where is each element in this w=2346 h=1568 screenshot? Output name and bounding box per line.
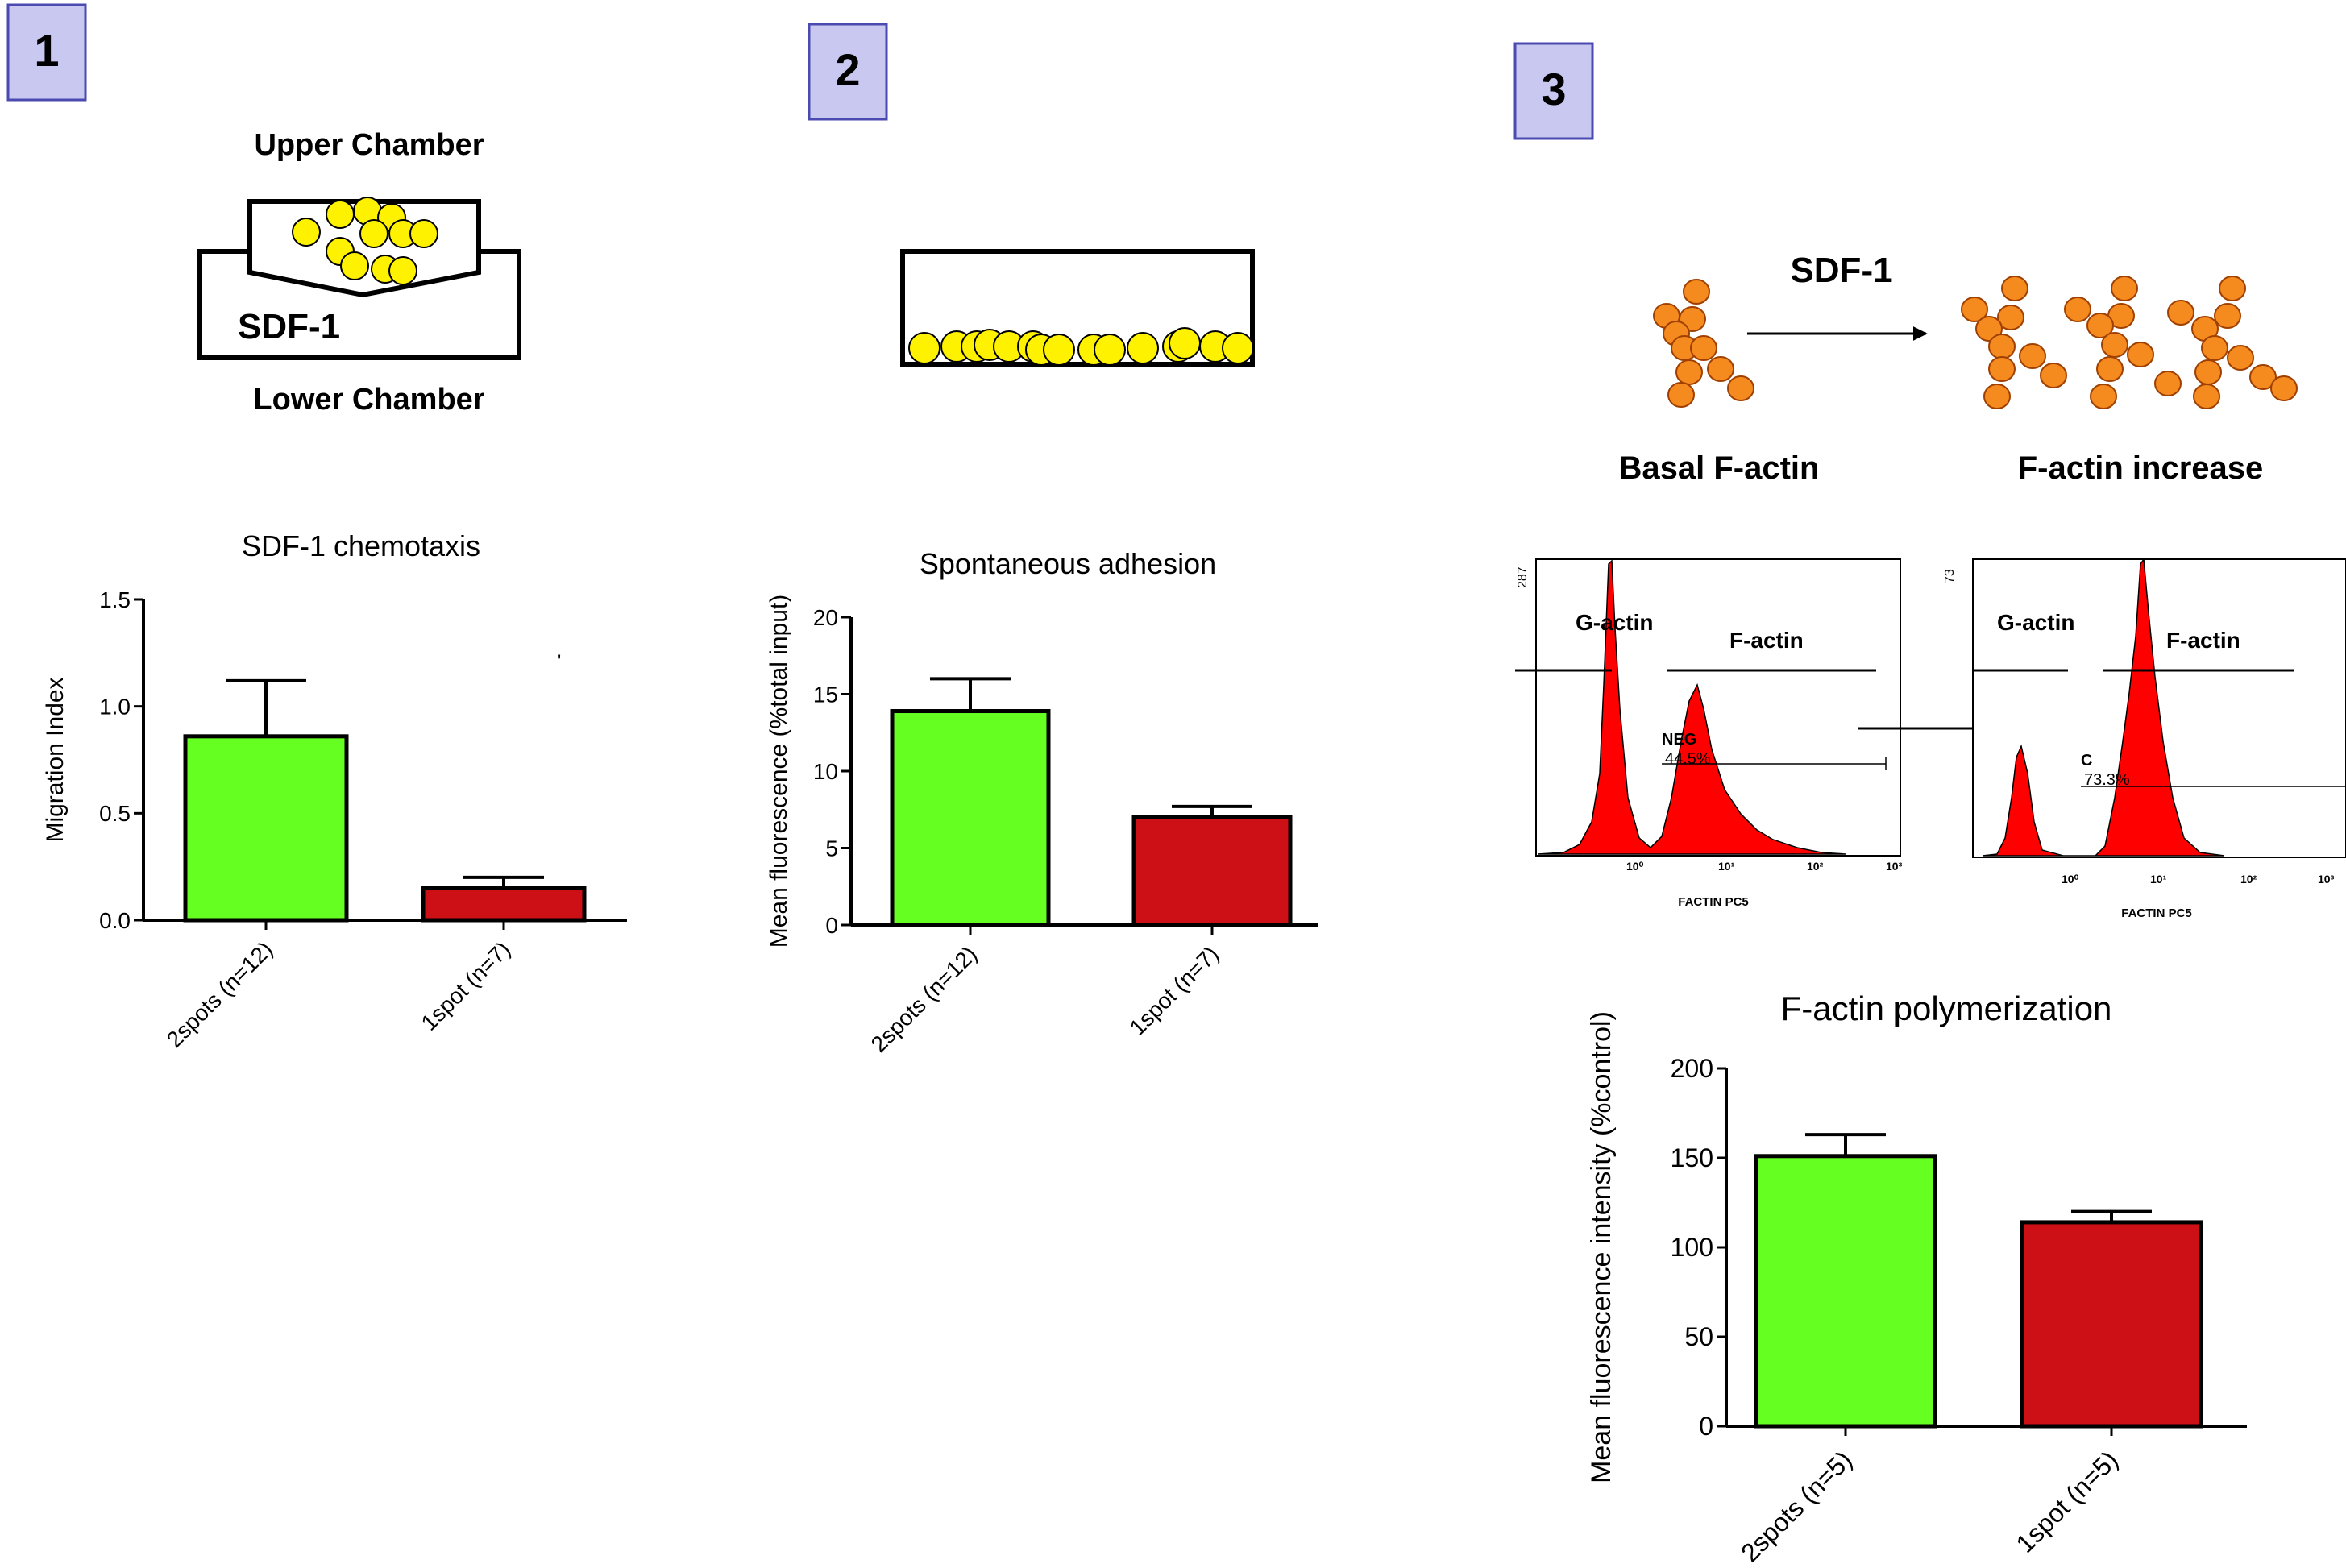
flow-right-marker-percent: 73.3% <box>2084 771 2130 789</box>
transwell-diagram: Upper Chamber SDF-1 Lower Chamber <box>197 128 521 417</box>
panel-badge-2-label: 2 <box>835 44 860 95</box>
flow-left-gate2-label: F-actin <box>1729 628 1804 653</box>
flow-right-marker-name: C <box>2081 752 2092 769</box>
flow-left-tick-1: 10¹ <box>1718 860 1735 873</box>
migrating-cells <box>292 197 438 285</box>
actin-diagram: SDF-1 <box>1619 251 2298 486</box>
flow-left-histogram <box>1537 559 1846 855</box>
y-tick-label: 1.5 <box>99 587 131 612</box>
y-axis-label: Mean fluorescence (%total input) <box>766 595 792 948</box>
flow-right-ticks: 10⁰ 10¹ 10² 10³ <box>2062 873 2335 886</box>
bar <box>421 886 587 923</box>
flow-histogram-left: 287 G-actin F-actin NEG 44.5% 10⁰ 10¹ 10… <box>1515 558 1903 909</box>
y-tick-label: 15 <box>813 682 838 707</box>
chart-title: SDF-1 chemotaxis <box>242 529 480 562</box>
basal-actin-label: Basal F-actin <box>1619 450 1820 486</box>
panel-badge-3: 3 <box>1513 42 1594 140</box>
panel-badge-1: 1 <box>6 3 87 102</box>
y-tick-label: 150 <box>1671 1143 1713 1172</box>
category-label: 1spot (n=7) <box>1125 941 1224 1040</box>
upper-chamber-label: Upper Chamber <box>254 128 484 162</box>
flow-left-tick-0: 10⁰ <box>1626 860 1644 873</box>
y-tick-label: 1.0 <box>99 694 131 719</box>
y-tick-label: 5 <box>825 836 838 861</box>
flow-right-tick-0: 10⁰ <box>2062 873 2079 886</box>
y-tick-label: 50 <box>1684 1322 1713 1351</box>
actin-increase-label: F-actin increase <box>2018 450 2264 486</box>
bar <box>890 709 1051 927</box>
adhesion-chart: Spontaneous adhesion Mean fluorescence (%… <box>766 547 1318 1057</box>
flow-right-gate2-label: F-actin <box>2166 628 2240 653</box>
flow-right-tick-1: 10¹ <box>2150 873 2167 886</box>
flow-histogram-right: 73 G-actin F-actin C 73.3% 10⁰ 10¹ 10² 1… <box>1943 557 2346 920</box>
y-tick-label: 200 <box>1671 1054 1713 1083</box>
y-axis-label: Mean fluorescence intensity (%control) <box>1586 1011 1617 1483</box>
category-label: 1spot (n=7) <box>417 936 516 1035</box>
basal-actin-filament <box>1653 279 1754 408</box>
chamber-chemokine-label: SDF-1 <box>238 307 340 346</box>
flow-left-axis-label: FACTIN PC5 <box>1678 895 1749 909</box>
chart-title: Spontaneous adhesion <box>920 547 1216 580</box>
bar <box>2020 1220 2203 1429</box>
chart-title: F-actin polymerization <box>1781 989 2112 1027</box>
y-tick-label: 20 <box>813 605 838 630</box>
chemotaxis-chart: SDF-1 chemotaxis Migration Index 0.0 0.5 1.0… <box>42 529 627 1052</box>
flow-left-tick-2: 10² <box>1807 860 1824 873</box>
category-label: 2spots (n=5) <box>1735 1445 1858 1567</box>
stray-mark: ' <box>558 651 561 671</box>
flow-left-ticks: 10⁰ 10¹ 10² 10³ <box>1626 860 1903 873</box>
adherent-cells <box>908 327 1254 366</box>
flow-left-marker-percent: 44.5% <box>1665 750 1711 768</box>
y-tick-label: 0.5 <box>99 801 131 826</box>
panel-badge-1-label: 1 <box>34 25 59 76</box>
flow-right-ymax: 73 <box>1943 569 1957 583</box>
flow-left-tick-3: 10³ <box>1886 860 1903 873</box>
category-label: 2spots (n=12) <box>162 936 278 1052</box>
bar <box>1754 1154 1937 1429</box>
y-tick-label: 0 <box>825 913 838 938</box>
flow-left-gate1-label: G-actin <box>1576 610 1653 635</box>
flow-left-marker-name: NEG <box>1662 731 1696 749</box>
flow-right-histogram <box>1982 557 2225 857</box>
category-label: 1spot (n=5) <box>2010 1445 2124 1558</box>
flow-right-tick-3: 10³ <box>2318 873 2335 886</box>
flow-right-tick-2: 10² <box>2240 873 2257 886</box>
panel-badge-2: 2 <box>808 23 888 121</box>
bar <box>183 734 349 923</box>
increased-actin-filaments <box>1961 276 2298 409</box>
category-label: 2spots (n=12) <box>866 941 982 1057</box>
y-tick-label: 0.0 <box>99 908 131 933</box>
panel-badge-3-label: 3 <box>1541 64 1566 114</box>
y-tick-label: 0 <box>1699 1412 1713 1441</box>
y-tick-label: 100 <box>1671 1233 1713 1262</box>
actin-polymerization-chart: F-actin polymerization Mean fluorescence … <box>1586 989 2247 1567</box>
stimulus-label: SDF-1 <box>1790 251 1892 290</box>
y-axis-label: Migration Index <box>42 677 69 842</box>
adhesion-diagram <box>900 249 1255 367</box>
flow-right-gate1-label: G-actin <box>1997 610 2074 635</box>
y-tick-label: 10 <box>813 759 838 784</box>
flow-right-axis-label: FACTIN PC5 <box>2121 906 2192 920</box>
lower-chamber-label: Lower Chamber <box>253 383 484 417</box>
bar <box>1131 815 1293 927</box>
flow-left-ymax: 287 <box>1516 566 1530 588</box>
